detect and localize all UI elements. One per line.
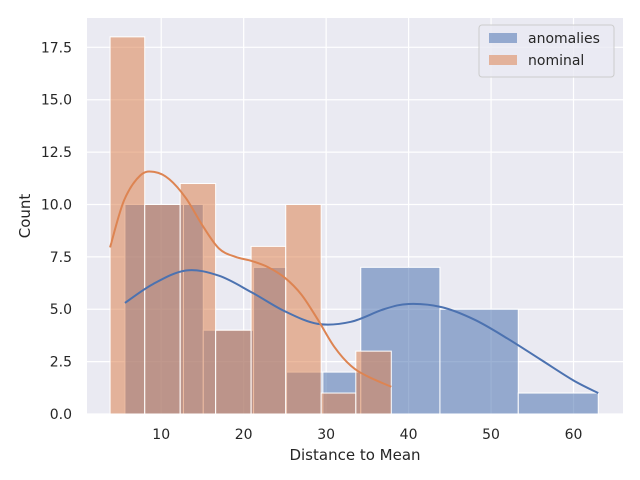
y-tick-label: 10.0 [41, 197, 72, 213]
x-tick-label: 10 [152, 427, 170, 443]
bar-nominal [250, 245, 287, 415]
bar-nominal [285, 203, 322, 415]
x-axis-label: Distance to Mean [289, 446, 420, 464]
bar-anomalies [360, 266, 441, 415]
y-tick-labels: 0.0 2.5 5.0 7.5 10.0 12.5 15.0 17.5 [41, 40, 72, 423]
y-tick-label: 7.5 [50, 250, 72, 266]
kde-line-anomalies [124, 269, 599, 394]
kde-curves [109, 170, 599, 394]
bar-anomalies [517, 392, 599, 415]
bar-nominal [355, 350, 392, 415]
bar-anomalies [439, 308, 519, 415]
legend-swatch-nominal [489, 55, 517, 65]
bar-nominal [179, 183, 217, 415]
x-tick-labels: 10 20 30 40 50 60 [152, 427, 582, 443]
y-tick-label: 5.0 [50, 302, 72, 318]
bars [109, 36, 599, 415]
legend-label-anomalies: anomalies [528, 31, 600, 47]
legend-label-nominal: nominal [528, 53, 584, 69]
y-tick-label: 17.5 [41, 40, 72, 56]
y-axis-label: Count [16, 194, 34, 239]
bar-nominal [215, 329, 252, 415]
x-tick-label: 30 [317, 427, 335, 443]
x-tick-label: 20 [235, 427, 253, 443]
x-tick-label: 40 [400, 427, 418, 443]
bar-nominal [144, 203, 181, 415]
kde-line-nominal [109, 170, 392, 388]
x-tick-label: 60 [565, 427, 583, 443]
y-tick-label: 15.0 [41, 93, 72, 109]
y-tick-label: 0.0 [50, 407, 72, 423]
y-tick-label: 12.5 [41, 145, 72, 161]
y-tick-label: 2.5 [50, 355, 72, 371]
legend-swatch-anomalies [489, 33, 517, 43]
legend: anomalies nominal [478, 24, 615, 78]
bar-nominal [320, 392, 357, 415]
x-tick-label: 50 [482, 427, 500, 443]
